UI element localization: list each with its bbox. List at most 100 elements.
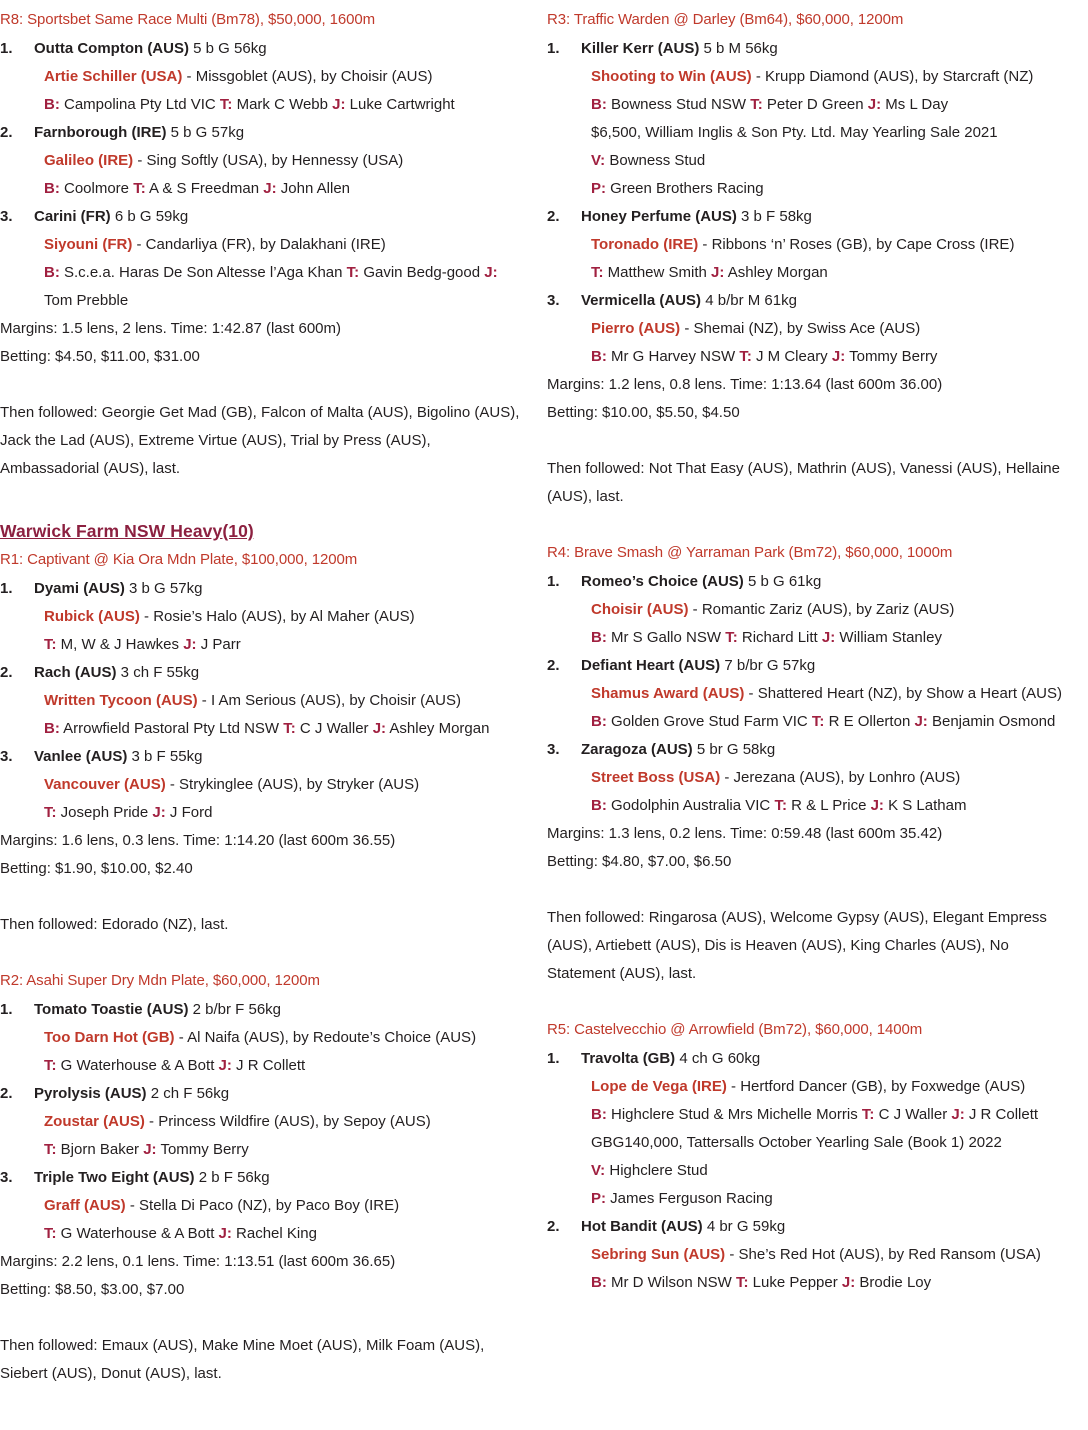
spacer [0,1388,521,1416]
runner-row: 1. Tomato Toastie (AUS) 2 b/br F 56kg Too … [0,996,521,1080]
connection-value: Ms L Day [881,96,949,113]
horse-details: 5 br G 58kg [692,741,776,758]
connection-value: R E Ollerton [824,713,911,730]
sire-name: Written Tycoon (AUS) [44,692,198,709]
runner-row: 3. Vermicella (AUS) 4 b/br M 61kg Pierro (… [547,287,1068,371]
horse-details: 4 ch G 60kg [675,1050,761,1067]
runner-row: 1. Killer Kerr (AUS) 5 b M 56kg Shooting t… [547,35,1068,203]
pedigree-dash: - [688,601,702,618]
runner-body: Romeo’s Choice (AUS) 5 b G 61kg Choisir (… [581,568,1068,652]
horse-details: 4 b/br M 61kg [701,292,797,309]
sale-text: GBG140,000, Tattersalls October Yearling… [591,1134,1002,1151]
sire-name: Pierro (AUS) [591,320,681,337]
connection-label: J: [841,1274,856,1291]
connection-value: Mr G Harvey NSW [606,348,736,365]
runner-name-line: Pyrolysis (AUS) 2 ch F 56kg [34,1080,521,1108]
runner-name-line: Defiant Heart (AUS) 7 b/br G 57kg [581,652,1068,680]
connection-label: T: [283,720,296,737]
horse-name: Defiant Heart (AUS) [581,657,721,674]
connection-value: John Allen [276,180,351,197]
pedigree-text: Sing Softly (USA), by Hennessy (USA) [146,152,404,169]
connection-label: T: [44,1141,57,1158]
connection-value: M, W & J Hawkes [56,636,180,653]
connection-label: T: [44,1057,57,1074]
horse-name: Rach (AUS) [34,664,117,681]
connection-value: Bowness Stud [605,152,706,169]
pedigree-dash: - [174,1029,188,1046]
connection-label: J: [372,720,387,737]
connection-value: K S Latham [883,797,967,814]
connection-label: B: [44,720,60,737]
pedigree-text: Shattered Heart (NZ), by Show a Heart (A… [757,685,1062,702]
runner-name-line: Killer Kerr (AUS) 5 b M 56kg [581,35,1068,63]
connection-label: J: [218,1057,232,1074]
runner-row: 3. Vanlee (AUS) 3 b F 55kg Vancouver (AUS)… [0,743,521,827]
pedigree-text: Hertford Dancer (GB), by Foxwedge (AUS) [740,1078,1026,1095]
runner-row: 1. Outta Compton (AUS) 5 b G 56kg Artie Sc… [0,35,521,119]
connection-value: G Waterhouse & A Bott [56,1057,215,1074]
connection-label: B: [591,348,607,365]
runner-body: Outta Compton (AUS) 5 b G 56kg Artie Schi… [34,35,521,119]
connections-line: B: Golden Grove Stud Farm VIC T: R E Oll… [581,708,1068,736]
pedigree-dash: - [125,1197,140,1214]
connection-value: Godolphin Australia VIC [606,797,771,814]
connections-line: B: Godolphin Australia VIC T: R & L Pric… [581,792,1068,820]
spacer [547,988,1068,1016]
sire-name: Graff (AUS) [44,1197,126,1214]
connection-value: Bjorn Baker [56,1141,140,1158]
connection-value: G Waterhouse & A Bott [56,1225,215,1242]
pedigree-dash: - [165,776,180,793]
horse-name: Honey Perfume (AUS) [581,208,737,225]
runner-body: Carini (FR) 6 b G 59kg Siyouni (FR) - Can… [34,203,521,315]
pedigree-dash: - [698,236,712,253]
connection-value: Rachel King [231,1225,317,1242]
pedigree-line: Artie Schiller (USA) - Missgoblet (AUS),… [34,63,521,91]
pedigree-dash: - [726,1078,741,1095]
horse-details: 4 br G 59kg [702,1218,786,1235]
connection-label: T: [346,264,360,281]
connection-value: Tommy Berry [156,1141,249,1158]
connection-value: Highclere Stud & Mrs Michelle Morris [606,1106,858,1123]
margins-line: Margins: 1.2 lens, 0.8 lens. Time: 1:13.… [547,376,943,393]
connection-value: J Parr [196,636,241,653]
betting-line: Betting: $8.50, $3.00, $7.00 [0,1281,185,1298]
horse-details: 5 b G 57kg [166,124,245,141]
runner-row: 1. Dyami (AUS) 3 b G 57kg Rubick (AUS) - R… [0,575,521,659]
pedigree-dash: - [182,68,196,85]
pedigree-line: Toronado (IRE) - Ribbons ‘n’ Roses (GB),… [581,231,1068,259]
connection-label: J: [183,636,197,653]
sire-name: Zoustar (AUS) [44,1113,145,1130]
runner-body: Farnborough (IRE) 5 b G 57kg Galileo (IRE… [34,119,521,203]
pedigree-dash: - [133,152,147,169]
connections-line: T: Joseph Pride J: J Ford [34,799,521,827]
margins-line: Margins: 1.5 lens, 2 lens. Time: 1:42.87… [0,320,341,337]
finishing-position: 1. [0,1001,13,1018]
pedigree-text: Romantic Zariz (AUS), by Zariz (AUS) [701,601,955,618]
pedigree-dash: - [197,692,211,709]
connection-label: J: [332,96,346,113]
connection-label: T: [861,1106,875,1123]
connection-label: J: [831,348,846,365]
connection-label: P: [591,180,606,197]
connection-label: J: [263,180,277,197]
connection-label: T: [219,96,233,113]
runner-name-line: Romeo’s Choice (AUS) 5 b G 61kg [581,568,1068,596]
connection-label: B: [591,797,607,814]
connection-value: Mr S Gallo NSW [606,629,722,646]
connection-value: James Ferguson Racing [606,1190,773,1207]
connection-label: B: [591,629,607,646]
connection-value: J R Collett [231,1057,306,1074]
runner-row: 1. Romeo’s Choice (AUS) 5 b G 61kg Choisir… [547,568,1068,652]
horse-details: 5 b G 61kg [743,573,822,590]
pedigree-line: Graff (AUS) - Stella Di Paco (NZ), by Pa… [34,1192,521,1220]
connections-line: T: G Waterhouse & A Bott J: Rachel King [34,1220,521,1248]
connection-value: S.c.e.a. Haras De Son Altesse l’Aga Khan [59,264,343,281]
connection-value: Matthew Smith [603,264,707,281]
right-column: R3: Traffic Warden @ Darley (Bm64), $60,… [537,6,1074,1430]
finishing-position: 3. [547,741,560,758]
pedigree-text: Shemai (NZ), by Swiss Ace (AUS) [693,320,921,337]
connections-line: T: Bjorn Baker J: Tommy Berry [34,1136,521,1164]
connection-value: Mark C Webb [232,96,328,113]
then-followed-line: Then followed: Not That Easy (AUS), Math… [547,460,1060,505]
sire-name: Artie Schiller (USA) [44,68,183,85]
